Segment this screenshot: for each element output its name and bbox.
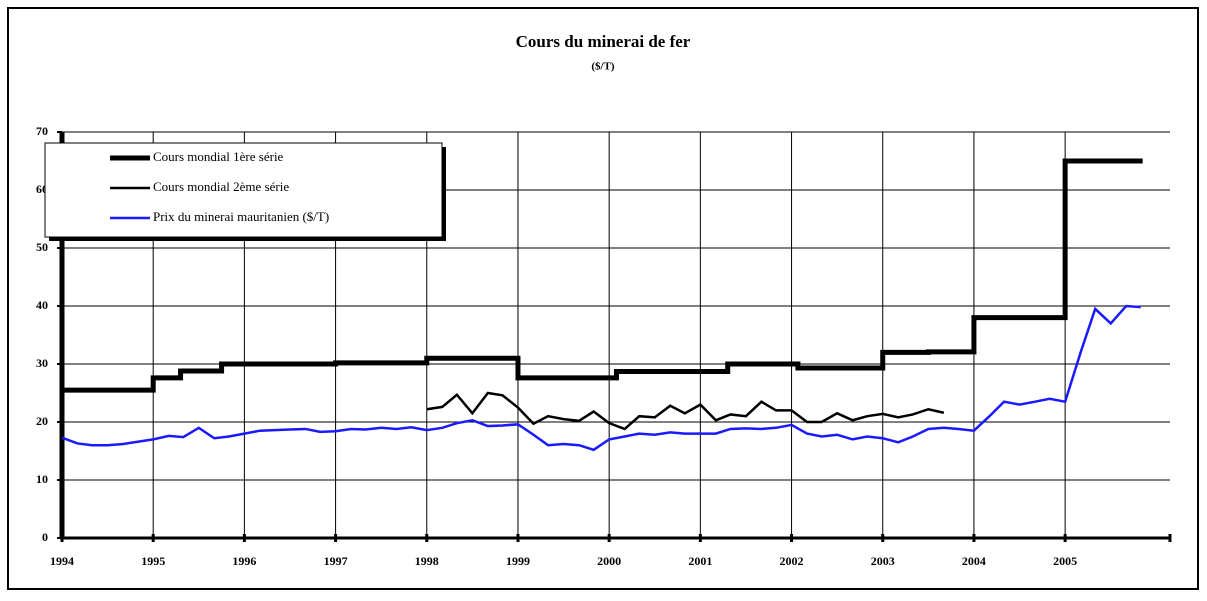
x-tick-label: 1995 xyxy=(141,554,165,568)
chart-border xyxy=(7,7,1199,590)
y-tick-label: 10 xyxy=(36,472,48,486)
legend-label: Cours mondial 1ère série xyxy=(153,149,284,164)
x-tick-label: 2003 xyxy=(871,554,895,568)
x-tick-label: 1998 xyxy=(415,554,439,568)
y-tick-label: 70 xyxy=(36,124,48,138)
y-tick-label: 0 xyxy=(42,530,48,544)
x-tick-label: 1996 xyxy=(232,554,256,568)
x-tick-label: 2001 xyxy=(688,554,712,568)
x-tick-label: 2005 xyxy=(1053,554,1077,568)
y-tick-label: 50 xyxy=(36,240,48,254)
legend-label: Cours mondial 2ème série xyxy=(153,179,289,194)
series-line xyxy=(426,391,945,431)
x-tick-label: 2002 xyxy=(780,554,804,568)
chart-subtitle: ($/T) xyxy=(591,61,615,73)
x-tick-label: 1994 xyxy=(50,554,74,568)
chart-title: Cours du minerai de fer xyxy=(516,32,691,51)
x-tick-label: 2000 xyxy=(597,554,621,568)
y-tick-label: 30 xyxy=(36,356,48,370)
x-tick-label: 1997 xyxy=(324,554,348,568)
x-tick-label: 2004 xyxy=(962,554,986,568)
x-tick-label: 1999 xyxy=(506,554,530,568)
series-line xyxy=(62,158,1143,393)
series-line xyxy=(61,304,1141,452)
legend-label: Prix du minerai mauritanien ($/T) xyxy=(153,209,329,224)
y-tick-label: 20 xyxy=(36,414,48,428)
y-tick-label: 40 xyxy=(36,298,48,312)
